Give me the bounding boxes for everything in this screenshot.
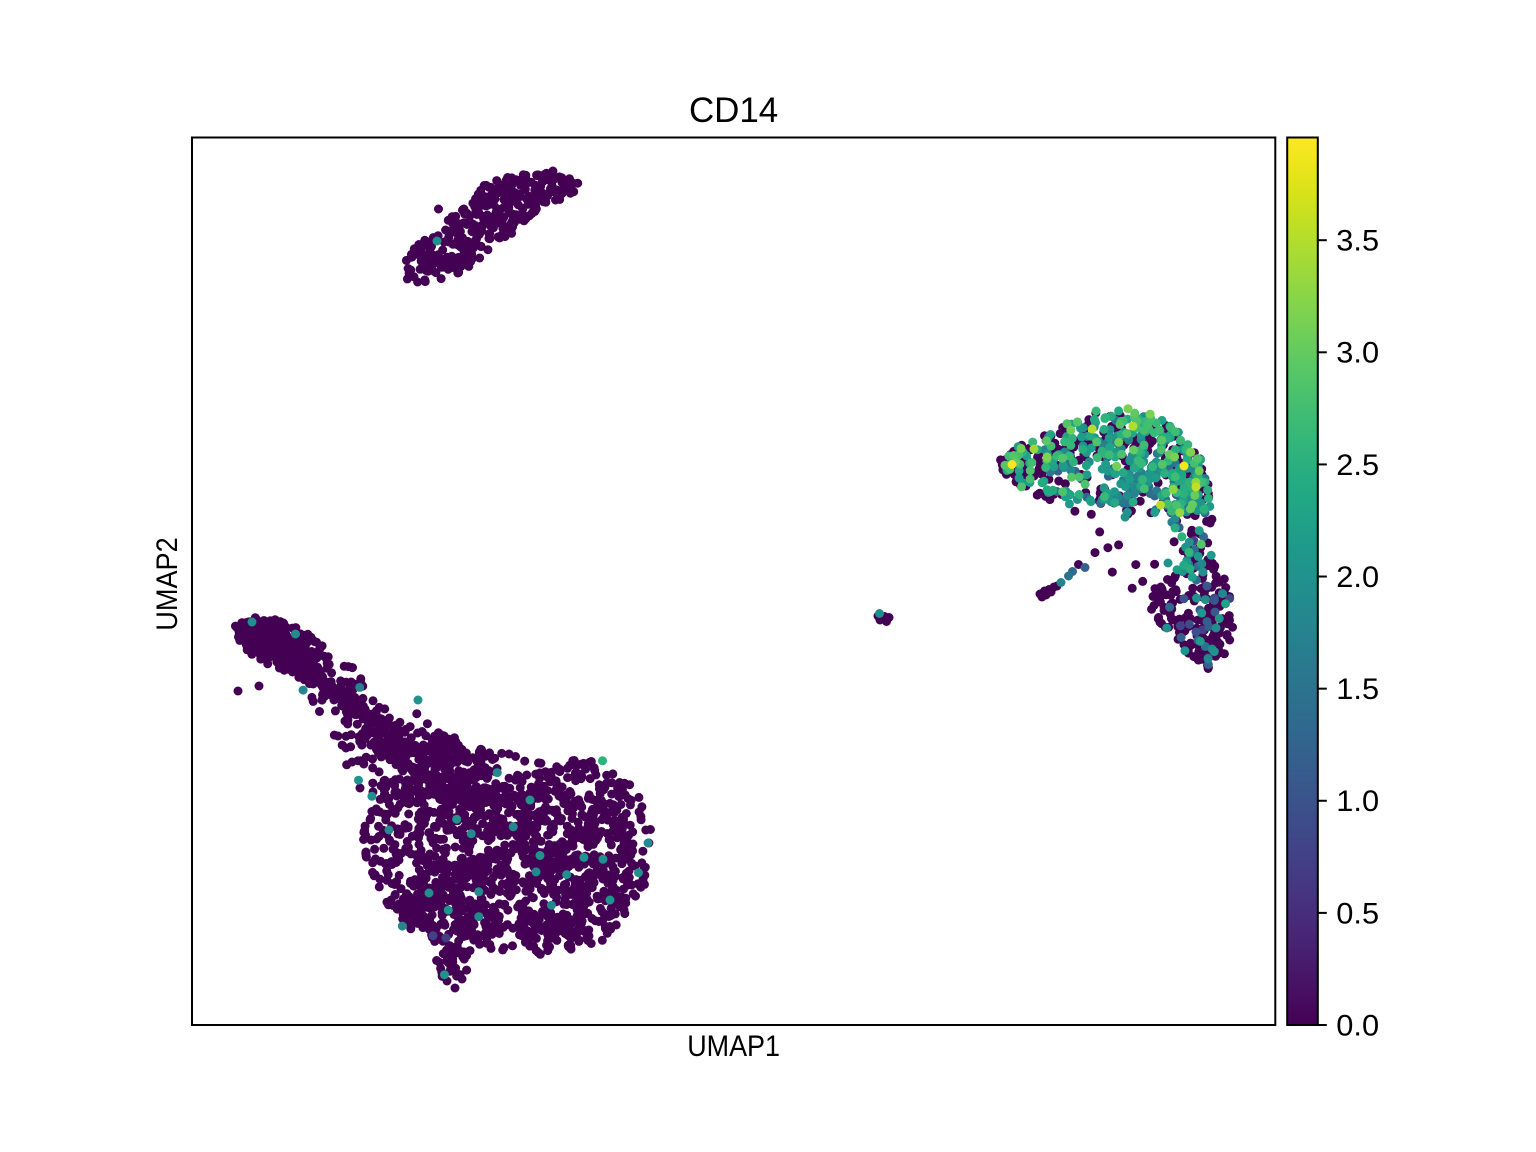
svg-text:2.5: 2.5: [1336, 449, 1379, 482]
svg-text:3.5: 3.5: [1336, 225, 1379, 258]
svg-text:1.5: 1.5: [1336, 673, 1379, 706]
svg-text:UMAP1: UMAP1: [687, 1030, 780, 1063]
svg-text:3.0: 3.0: [1336, 337, 1379, 370]
svg-text:1.0: 1.0: [1336, 785, 1379, 818]
svg-text:0.5: 0.5: [1336, 897, 1379, 930]
svg-text:UMAP2: UMAP2: [151, 537, 184, 631]
svg-text:0.0: 0.0: [1336, 1009, 1379, 1042]
svg-text:CD14: CD14: [689, 91, 778, 130]
svg-text:2.0: 2.0: [1336, 561, 1379, 594]
